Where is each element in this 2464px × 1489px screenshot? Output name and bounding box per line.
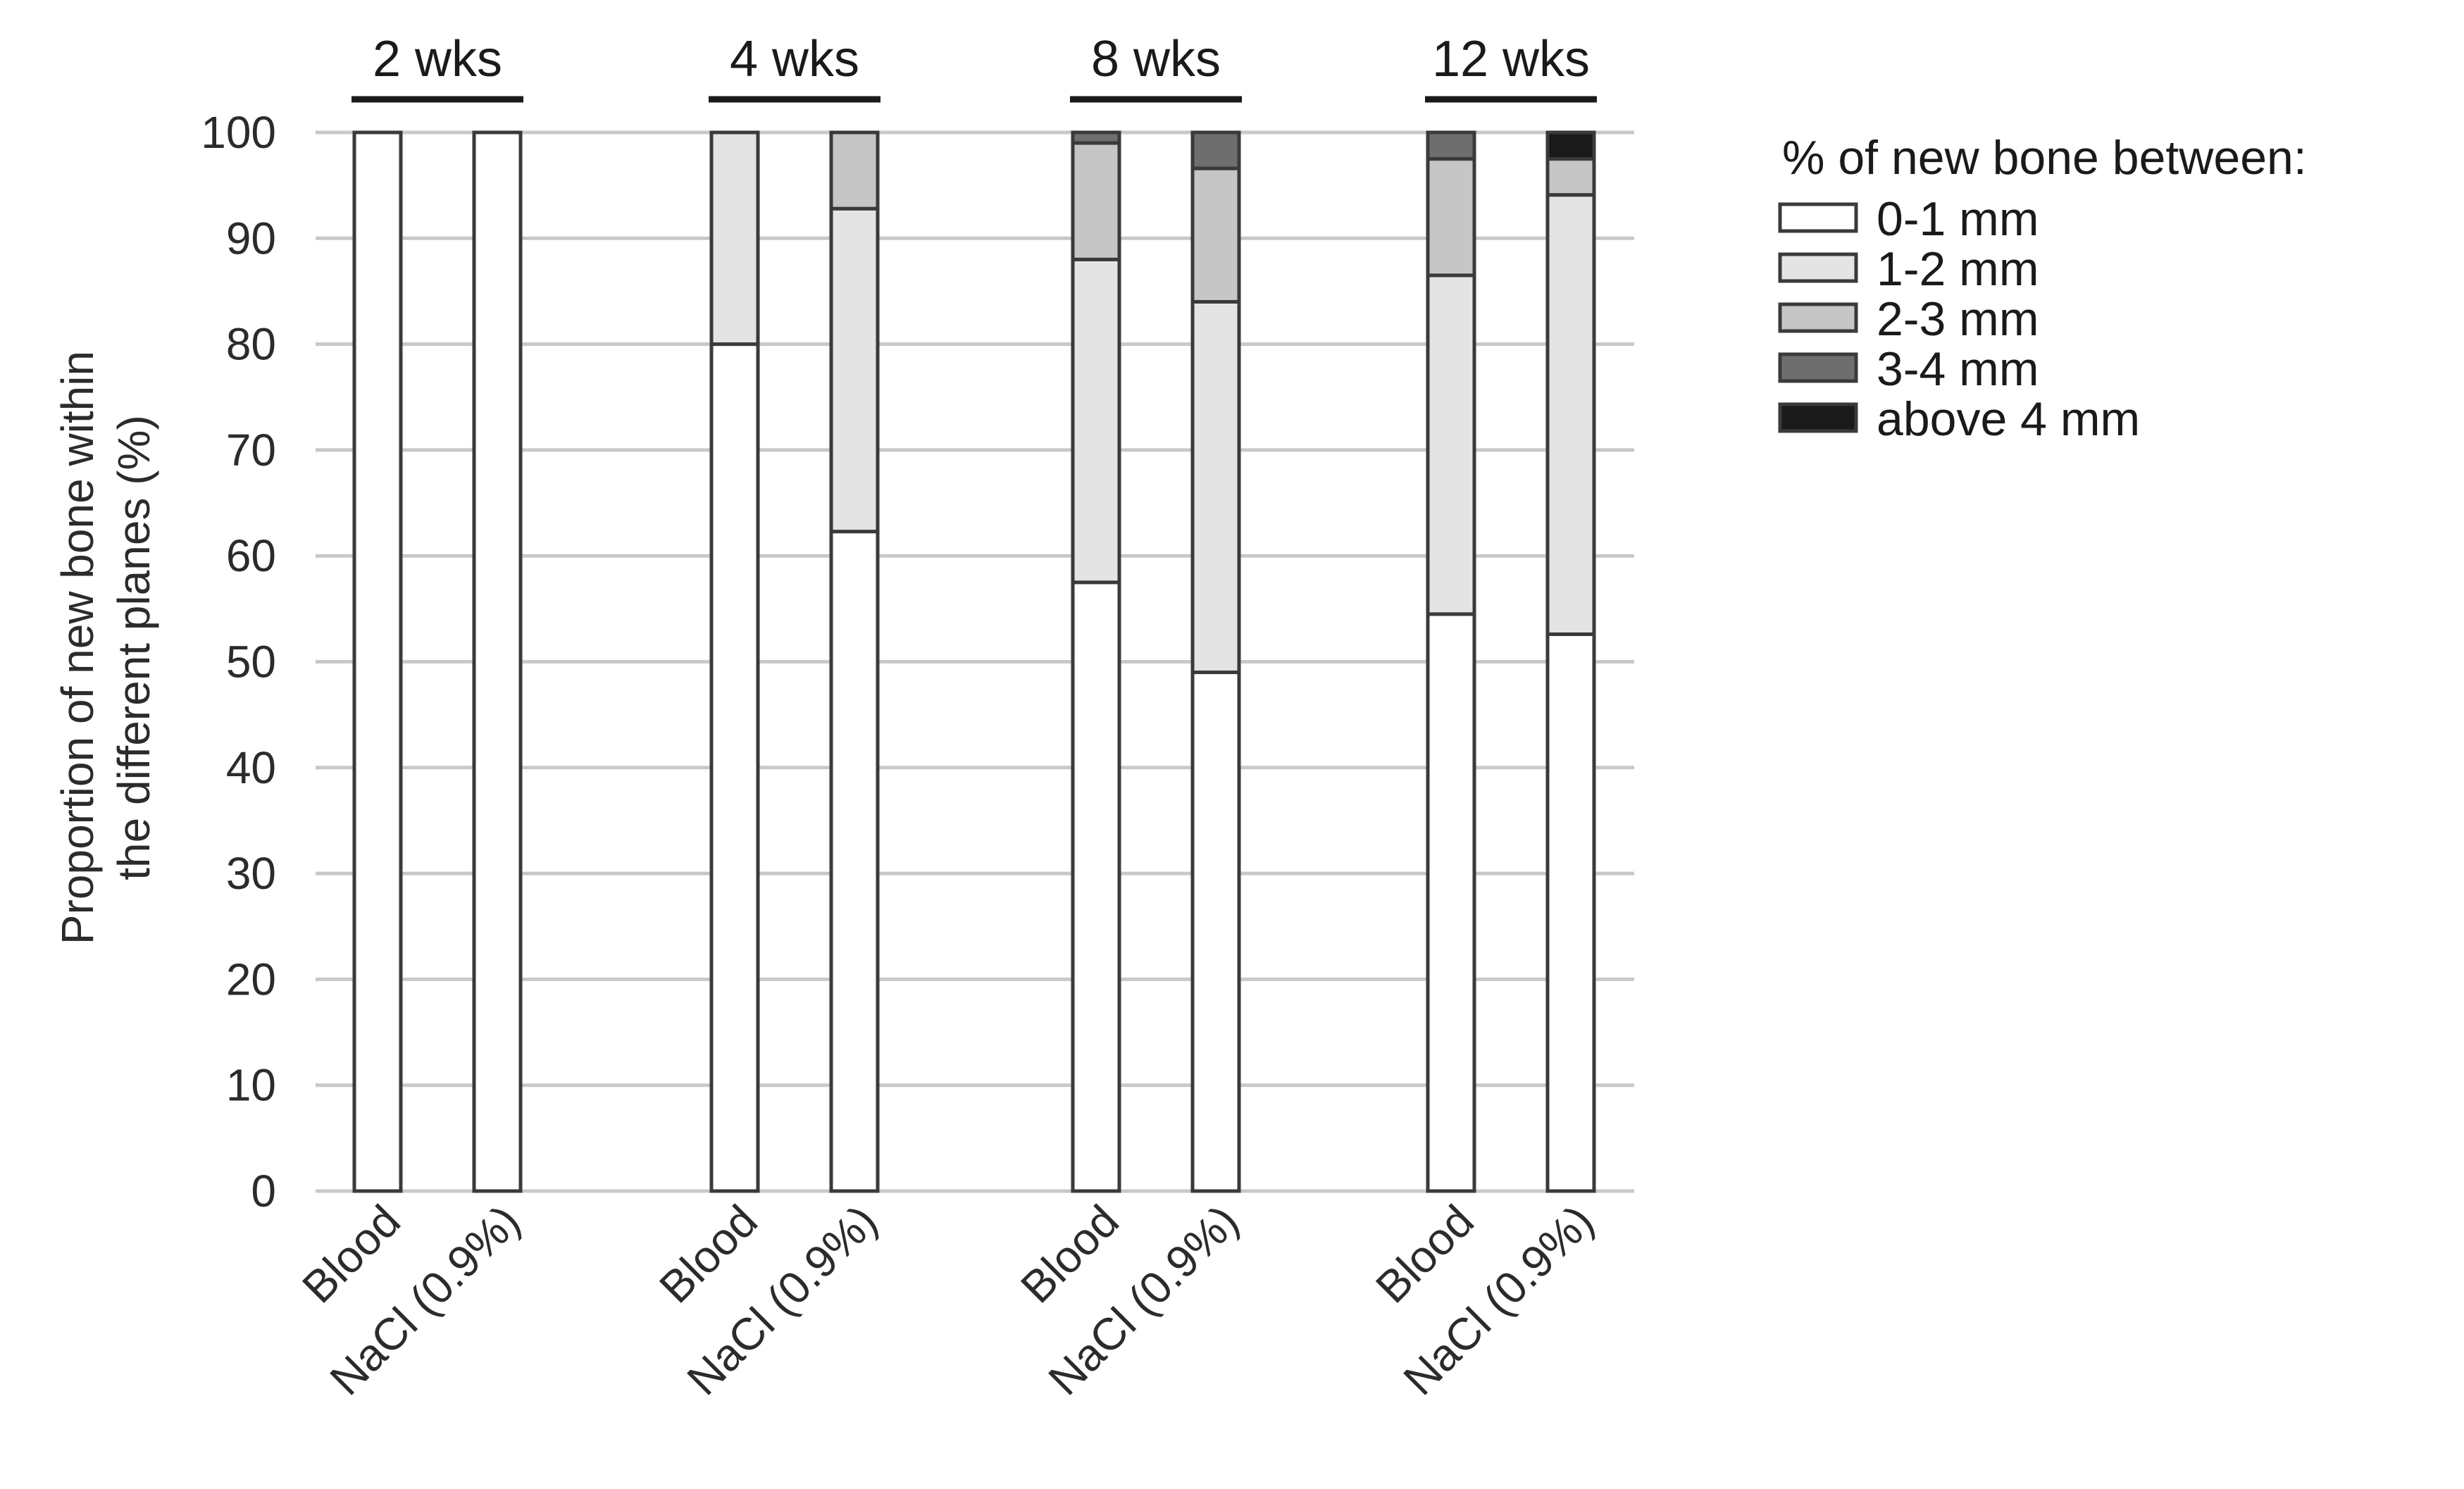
y-axis-ticks: 0 10 20 30 40 50 60 70 80 90 100 — [201, 107, 276, 1216]
legend-label: 0-1 mm — [1877, 192, 2039, 246]
bar-segment — [1426, 130, 1476, 161]
category-label: Blood — [649, 1195, 767, 1313]
y-tick-label: 10 — [226, 1060, 276, 1111]
bar-segment — [709, 130, 760, 347]
y-axis-title: Proportion of new bone within the differe… — [52, 351, 159, 945]
bar-segment — [1426, 273, 1476, 616]
y-tick-label: 90 — [226, 213, 276, 263]
category-label: Blood — [292, 1195, 410, 1313]
bar-segment — [1190, 671, 1241, 1193]
y-tick-label: 30 — [226, 848, 276, 899]
legend-label: 2-3 mm — [1877, 292, 2039, 346]
y-tick-label: 70 — [226, 425, 276, 475]
y-tick-label: 20 — [226, 954, 276, 1004]
group-label: 2 wks — [373, 31, 502, 87]
bar-segment — [1545, 193, 1596, 636]
y-tick-label: 40 — [226, 742, 276, 793]
group-label: 12 wks — [1432, 31, 1590, 87]
bar-segment — [829, 206, 880, 534]
category-label: Blood — [1366, 1195, 1483, 1313]
y-axis-title-line: Proportion of new bone within — [52, 351, 103, 945]
bar-segment — [1071, 257, 1121, 585]
bar-segment — [1071, 130, 1121, 145]
bar-segment — [352, 130, 403, 1193]
legend-swatch — [1778, 202, 1858, 233]
group-labels: 2 wks 4 wks 8 wks 12 wks — [351, 31, 1597, 103]
bar-segment — [1190, 130, 1241, 170]
legend-label: above 4 mm — [1877, 392, 2140, 446]
bar-segment — [1071, 580, 1121, 1193]
legend-swatch — [1778, 402, 1858, 433]
bar-segment — [829, 130, 880, 211]
bar-segment — [1190, 166, 1241, 304]
group-label: 8 wks — [1091, 31, 1221, 87]
bar-segment — [1426, 612, 1476, 1193]
y-tick-label: 60 — [226, 530, 276, 581]
gridlines — [316, 130, 1634, 1193]
group-label: 4 wks — [730, 31, 859, 87]
legend: % of new bone between: 0-1 mm1-2 mm2-3 mm… — [1778, 131, 2307, 446]
legend-label: 1-2 mm — [1877, 242, 2039, 296]
legend-swatch — [1778, 252, 1858, 283]
bar-segment — [829, 530, 880, 1193]
y-tick-label: 0 — [251, 1166, 276, 1216]
bars — [352, 130, 1596, 1193]
bar-segment — [1190, 299, 1241, 675]
legend-title: % of new bone between: — [1782, 131, 2307, 185]
y-tick-label: 50 — [226, 637, 276, 687]
bar-segment — [1545, 130, 1596, 161]
bar-segment — [1426, 157, 1476, 278]
bar-segment — [1545, 157, 1596, 197]
bar-segment — [1071, 141, 1121, 261]
legend-swatch — [1778, 302, 1858, 333]
bar-segment — [1545, 632, 1596, 1193]
category-label: Blood — [1011, 1195, 1128, 1313]
y-tick-label: 100 — [201, 107, 276, 158]
bar-segment — [709, 342, 760, 1193]
legend-swatch — [1778, 352, 1858, 383]
y-tick-label: 80 — [226, 319, 276, 370]
bar-segment — [472, 130, 523, 1193]
legend-label: 3-4 mm — [1877, 342, 2039, 396]
y-axis-title-line: the different planes (%) — [108, 415, 159, 880]
